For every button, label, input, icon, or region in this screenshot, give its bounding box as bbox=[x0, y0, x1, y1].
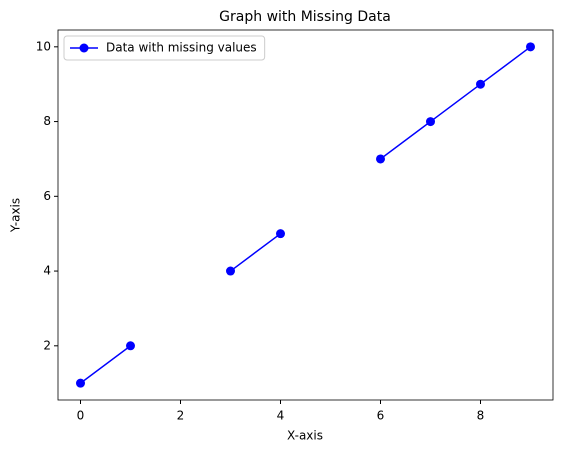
x-tick-label: 8 bbox=[477, 409, 485, 423]
chart-title: Graph with Missing Data bbox=[219, 9, 391, 25]
y-tick-label: 10 bbox=[36, 39, 51, 53]
data-point bbox=[126, 341, 135, 351]
y-tick-label: 4 bbox=[43, 264, 51, 278]
x-tick-label: 4 bbox=[277, 409, 285, 423]
data-point bbox=[526, 42, 535, 52]
legend-label: Data with missing values bbox=[106, 41, 257, 55]
y-tick-label: 8 bbox=[43, 114, 51, 128]
data-point bbox=[476, 79, 485, 89]
data-point bbox=[276, 229, 285, 239]
y-tick-label: 2 bbox=[43, 338, 51, 352]
x-axis-label: X-axis bbox=[287, 429, 323, 443]
legend-box bbox=[63, 35, 266, 61]
data-point bbox=[226, 266, 235, 276]
x-tick-label: 0 bbox=[77, 409, 85, 423]
x-tick-label: 2 bbox=[177, 409, 185, 423]
plot-frame bbox=[57, 29, 554, 401]
data-point bbox=[376, 154, 385, 164]
data-point bbox=[76, 378, 85, 388]
data-line bbox=[80, 46, 531, 384]
x-tick-label: 6 bbox=[377, 409, 385, 423]
y-tick-label: 6 bbox=[43, 189, 51, 203]
data-point bbox=[426, 117, 435, 127]
legend-marker bbox=[79, 43, 89, 53]
y-axis-label: Y-axis bbox=[9, 198, 23, 233]
